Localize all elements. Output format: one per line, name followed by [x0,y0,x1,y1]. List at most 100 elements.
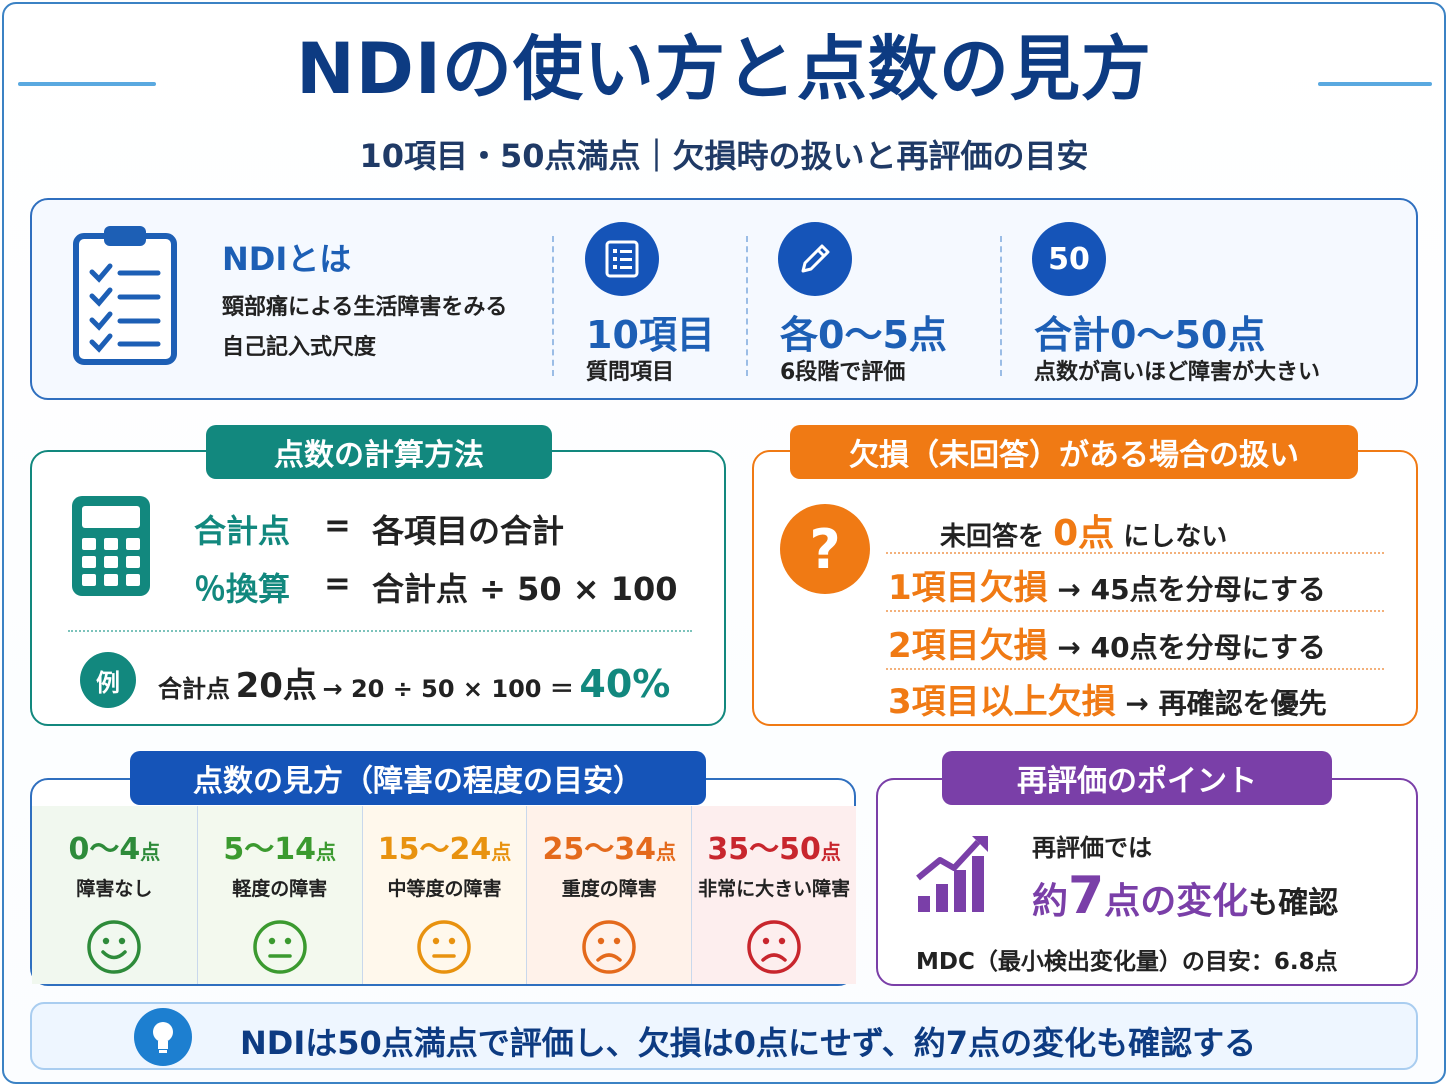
overview-total-range: 合計0〜50点 [1034,313,1266,357]
severity-label: 障害なし [76,878,153,900]
divider [886,668,1384,670]
missing-rule-label: 2項目欠損 [888,626,1048,666]
neutral-face-icon [252,920,307,974]
severity-level: 0〜4点障害なし [32,806,197,984]
divider [552,236,554,376]
pencil-icon [778,222,852,296]
example-points: 20点 [235,666,317,706]
severity-range: 0〜4点 [32,824,197,868]
overview-desc-line2: 自己記入式尺度 [222,335,377,360]
reeval-change-unit: 点の変化 [1104,881,1249,922]
calc-panel: 合計点 = 各項目の合計 ％換算 = 合計点 ÷ 50 × 100 例 合計点 … [30,450,726,726]
severity-title: 点数の見方（障害の程度の目安） [130,751,706,805]
equals-sign: = [324,506,351,544]
missing-rule-text: → 40点を分母にする [1057,631,1326,664]
title-rule-right [1318,82,1432,86]
happy-face-icon [87,920,142,974]
severity-range: 5〜14点 [198,824,362,868]
severity-range: 15〜24点 [363,824,527,868]
overview-heading: NDIとは [222,240,352,278]
divider [1000,236,1002,376]
overview-description: 頸部痛による生活障害をみる 自己記入式尺度 [222,288,507,368]
title-rule-left [18,82,156,86]
mdc-note: MDC（最小検出変化量）の目安：6.8点 [916,949,1338,975]
overview-desc-line1: 頸部痛による生活障害をみる [222,295,508,320]
severity-range-value: 35〜50 [707,832,821,867]
severity-range-unit: 点 [316,840,336,864]
severity-range: 25〜34点 [527,824,691,868]
divider [746,236,748,376]
severity-range-unit: 点 [140,840,161,864]
percent-formula: 合計点 ÷ 50 × 100 [372,570,678,608]
clipboard-icon [73,226,177,365]
example-result: 40% [579,662,671,706]
severity-level: 5〜14点軽度の障害 [196,806,362,984]
lightbulb-icon [134,1008,192,1066]
severity-range-unit: 点 [491,840,512,864]
summary-footer: NDIは50点満点で評価し、欠損は0点にせず、約7点の変化も確認する [30,1002,1418,1070]
severity-range: 35〜50点 [692,824,856,868]
percent-label: ％換算 [194,570,291,608]
reeval-suffix: も確認 [1248,886,1339,921]
total-score-formula: 各項目の合計 [372,512,565,550]
reeval-prefix: 約 [1032,881,1069,922]
severity-label: 軽度の障害 [232,878,328,900]
overview-items-count: 10項目 [586,313,715,357]
overview-items-caption: 質問項目 [586,360,675,385]
example-prefix: 合計点 [158,675,230,703]
max-score-badge: 50 [1032,222,1106,296]
severity-range-unit: 点 [656,840,677,864]
severity-range-value: 0〜4 [68,832,141,867]
equals-sign: = [324,564,351,602]
missing-rule-text: → 45点を分母にする [1057,573,1326,606]
missing-intro-prefix: 未回答を [940,522,1045,552]
neutral-face-icon [417,920,472,974]
missing-rule-row: 1項目欠損 → 45点を分母にする [888,560,1326,609]
page-subtitle: 10項目・50点満点｜欠損時の扱いと再評価の目安 [359,137,1089,175]
severity-range-value: 25〜34 [542,832,657,867]
reeval-highlight: 約7点の変化も確認 [1032,866,1338,926]
list-icon [585,222,659,296]
overview-panel: NDIとは 頸部痛による生活障害をみる 自己記入式尺度 10項目 質問項目 各0… [30,198,1418,400]
page-title: NDIの使い方と点数の見方 [296,28,1152,110]
overview-item-scale: 6段階で評価 [780,360,906,385]
severity-level: 25〜34点重度の障害 [526,806,692,984]
severity-range-unit: 点 [820,840,841,864]
divider [886,610,1384,612]
example-line: 合計点 20点 → 20 ÷ 50 × 100 ＝ 40% [158,658,670,707]
missing-panel: ? 未回答を 0点 にしない 1項目欠損 → 45点を分母にする 2項目欠損 →… [752,450,1418,726]
missing-intro-zero: 0点 [1053,513,1115,554]
divider [68,630,692,632]
overview-item-range: 各0〜5点 [780,313,947,357]
overview-total-caption: 点数が高いほど障害が大きい [1034,360,1321,385]
divider [886,552,1384,554]
missing-intro-suffix: にしない [1123,522,1228,552]
missing-intro: 未回答を 0点 にしない [940,504,1227,556]
total-score-label: 合計点 [194,512,291,550]
missing-rule-row: 3項目以上欠損 → 再確認を優先 [888,674,1327,723]
severity-level: 35〜50点非常に大きい障害 [691,806,856,984]
example-formula: → 20 ÷ 50 × 100 ＝ [322,675,574,703]
severity-label: 非常に大きい障害 [698,878,851,900]
missing-rule-label: 1項目欠損 [888,568,1048,608]
missing-rule-label: 3項目以上欠損 [888,682,1116,722]
missing-rule-text: → 再確認を優先 [1125,687,1327,720]
severity-label: 中等度の障害 [387,878,502,900]
example-badge: 例 [80,652,136,708]
severity-range-value: 5〜14 [223,832,316,867]
missing-title: 欠損（未回答）がある場合の扱い [790,425,1358,479]
growth-chart-icon [916,836,988,912]
reeval-change-points: 7 [1068,866,1105,926]
calculator-icon [72,496,150,596]
reeval-title: 再評価のポイント [942,751,1332,805]
calc-title: 点数の計算方法 [206,425,552,479]
reeval-panel: 再評価では 約7点の変化も確認 MDC（最小検出変化量）の目安：6.8点 [876,778,1418,986]
question-icon: ? [780,504,870,594]
severity-range-value: 15〜24 [377,832,492,867]
sad-face-icon [582,920,637,974]
missing-rule-row: 2項目欠損 → 40点を分母にする [888,618,1326,667]
summary-text: NDIは50点満点で評価し、欠損は0点にせず、約7点の変化も確認する [240,1024,1257,1062]
severity-label: 重度の障害 [561,878,657,900]
severity-level: 15〜24点中等度の障害 [361,806,527,984]
reeval-intro: 再評価では [1032,834,1152,862]
